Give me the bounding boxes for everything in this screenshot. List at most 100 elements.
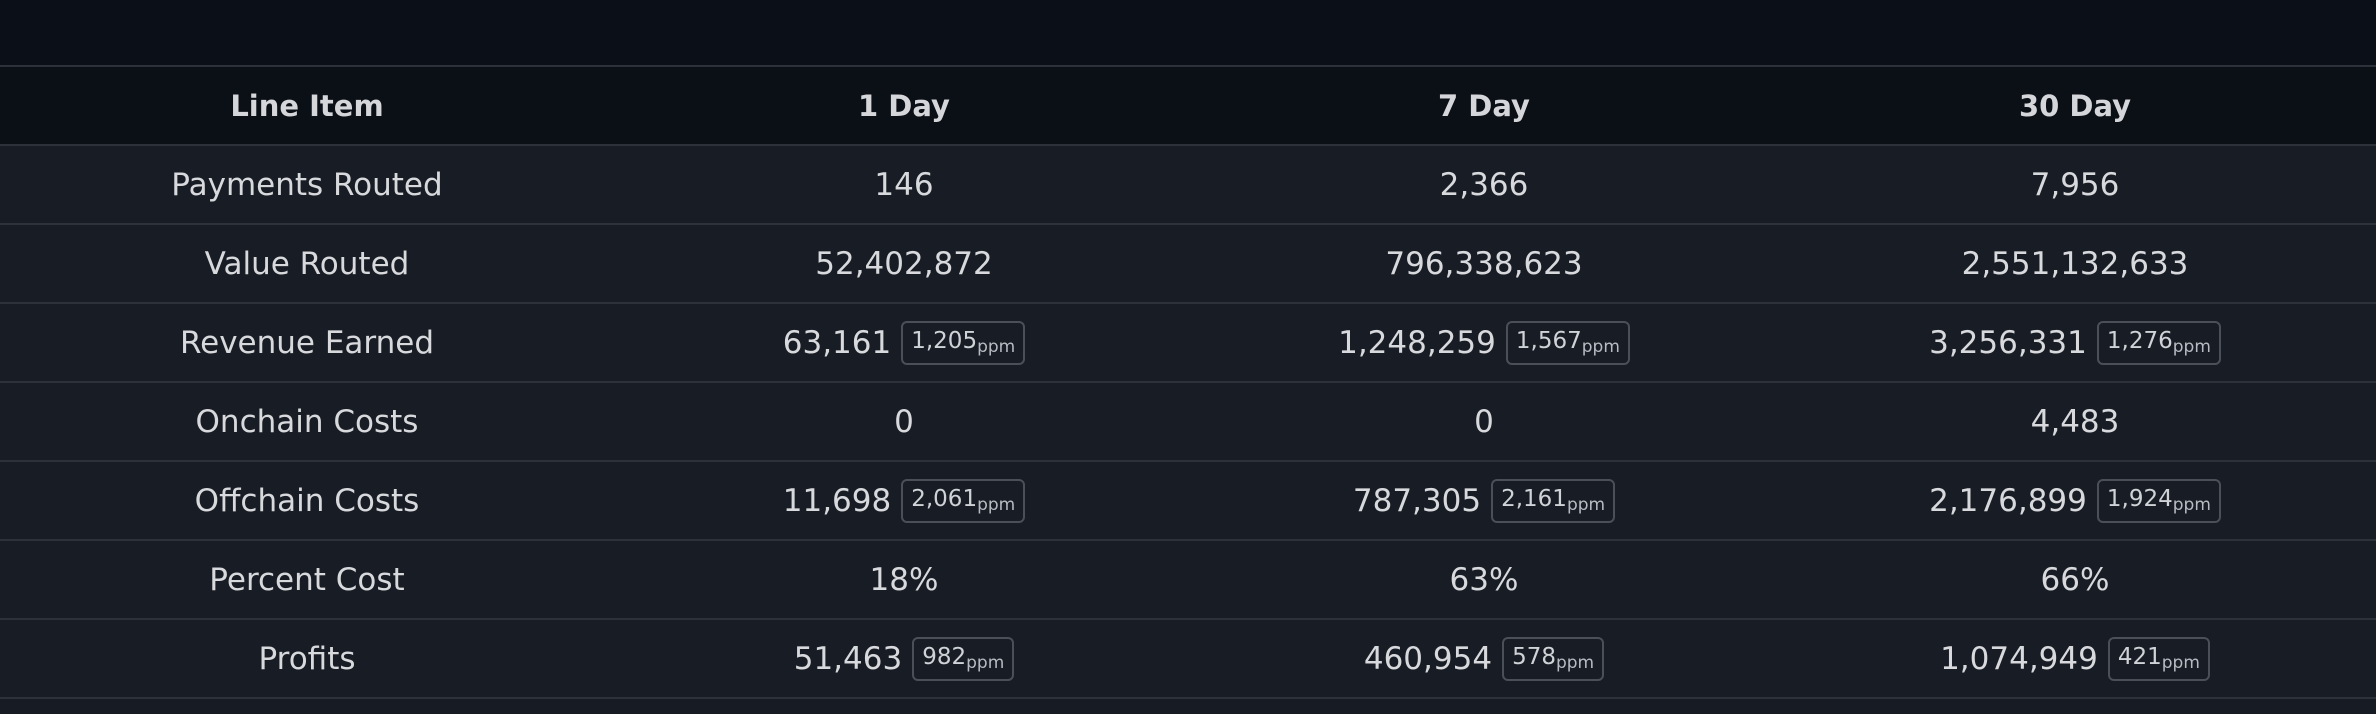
ppm-value: 1,567 xyxy=(1515,327,1582,354)
cell-value: 18% xyxy=(869,561,939,598)
cell-7-day: 796,338,623 xyxy=(1194,224,1774,304)
cell-value: 1,248,259 xyxy=(1338,324,1496,361)
row-label: Payments Routed xyxy=(0,145,614,225)
routing-summary-table: Line Item 1 Day 7 Day 30 Day Payments Ro… xyxy=(0,65,2376,699)
cell-content: 1,248,259 1,567 ppm xyxy=(1338,320,1630,365)
cell-30-day: 7,956 xyxy=(1774,145,2376,225)
cell-value: 146 xyxy=(874,166,934,203)
row-label: Profits xyxy=(0,619,614,699)
ppm-unit-label: ppm xyxy=(2161,652,2200,673)
table-row: Profits 51,463 982 ppm 460,954 578 ppm 1,074,94… xyxy=(0,619,2376,699)
column-header-line-item: Line Item xyxy=(0,65,614,146)
cell-content: 2,551,132,633 xyxy=(1962,246,2189,282)
cell-30-day: 66% xyxy=(1774,540,2376,620)
ppm-badge: 2,061 ppm xyxy=(901,478,1026,523)
ppm-badge: 578 ppm xyxy=(1502,636,1605,681)
ppm-badge: 1,924 ppm xyxy=(2096,478,2221,523)
cell-30-day: 4,483 xyxy=(1774,382,2376,462)
cell-content: 4,483 xyxy=(2031,404,2120,440)
cell-7-day: 460,954 578 ppm xyxy=(1194,619,1774,699)
cell-content: 7,956 xyxy=(2031,167,2120,203)
cell-content: 18% xyxy=(870,562,939,598)
ppm-badge: 2,161 ppm xyxy=(1491,478,1616,523)
cell-1-day: 11,698 2,061 ppm xyxy=(614,461,1194,541)
cell-content: 460,954 578 ppm xyxy=(1363,636,1605,681)
cell-7-day: 63% xyxy=(1194,540,1774,620)
table-row: Value Routed 52,402,872 796,338,623 2,551,1… xyxy=(0,224,2376,304)
ppm-badge: 421 ppm xyxy=(2107,636,2210,681)
cell-value: 7,956 xyxy=(2030,166,2120,203)
cell-content: 63% xyxy=(1450,562,1519,598)
cell-value: 51,463 xyxy=(793,640,903,677)
row-label: Value Routed xyxy=(0,224,614,304)
ppm-value: 982 xyxy=(922,643,967,670)
ppm-badge: 1,205 ppm xyxy=(901,320,1026,365)
cell-value: 2,551,132,633 xyxy=(1961,245,2189,282)
cell-value: 11,698 xyxy=(782,482,892,519)
ppm-value: 2,061 xyxy=(911,485,978,512)
table-row: Revenue Earned 63,161 1,205 ppm 1,248,259 1,5… xyxy=(0,303,2376,383)
ppm-unit-label: ppm xyxy=(2172,336,2211,357)
cell-1-day: 18% xyxy=(614,540,1194,620)
cell-content: 796,338,623 xyxy=(1385,246,1582,282)
cell-content: 2,176,899 1,924 ppm xyxy=(1929,478,2221,523)
ppm-value: 1,276 xyxy=(2106,327,2173,354)
ppm-unit-label: ppm xyxy=(1581,336,1620,357)
row-label: Percent Cost xyxy=(0,540,614,620)
ppm-value: 2,161 xyxy=(1501,485,1567,512)
cell-content: 3,256,331 1,276 ppm xyxy=(1929,320,2221,365)
cell-content: 51,463 982 ppm xyxy=(793,636,1015,681)
row-label: Revenue Earned xyxy=(0,303,614,383)
cell-value: 1,074,949 xyxy=(1940,640,2098,677)
cell-value: 3,256,331 xyxy=(1929,324,2087,361)
table-row: Percent Cost 18% 63% 66% xyxy=(0,540,2376,620)
top-band xyxy=(0,0,2376,66)
cell-1-day: 0 xyxy=(614,382,1194,462)
cell-content: 0 xyxy=(894,404,914,440)
cell-content: 63,161 1,205 ppm xyxy=(782,320,1026,365)
ppm-unit-label: ppm xyxy=(1555,652,1595,673)
cell-content: 0 xyxy=(1474,404,1494,440)
cell-value: 52,402,872 xyxy=(815,245,993,282)
cell-30-day: 2,176,899 1,924 ppm xyxy=(1774,461,2376,541)
row-label: Offchain Costs xyxy=(0,461,614,541)
ppm-unit-label: ppm xyxy=(977,336,1016,357)
cell-7-day: 0 xyxy=(1194,382,1774,462)
ppm-badge: 982 ppm xyxy=(912,636,1015,681)
ppm-badge: 1,276 ppm xyxy=(2096,320,2221,365)
cell-value: 0 xyxy=(1474,403,1494,440)
cell-content: 2,366 xyxy=(1440,167,1529,203)
cell-30-day: 3,256,331 1,276 ppm xyxy=(1774,303,2376,383)
column-header-30-day: 30 Day xyxy=(1774,65,2376,146)
cell-1-day: 51,463 982 ppm xyxy=(614,619,1194,699)
cell-content: 787,305 2,161 ppm xyxy=(1353,478,1616,523)
ppm-unit-label: ppm xyxy=(977,494,1016,515)
cell-value: 2,366 xyxy=(1439,166,1529,203)
cell-7-day: 2,366 xyxy=(1194,145,1774,225)
table-row: Onchain Costs 0 0 4,483 xyxy=(0,382,2376,462)
cell-content: 146 xyxy=(874,167,933,203)
ppm-value: 578 xyxy=(1512,643,1556,670)
table-header-row: Line Item 1 Day 7 Day 30 Day xyxy=(0,65,2376,146)
cell-value: 460,954 xyxy=(1363,640,1493,677)
cell-content: 52,402,872 xyxy=(815,246,993,282)
cell-content: 66% xyxy=(2041,562,2110,598)
row-label: Onchain Costs xyxy=(0,382,614,462)
cell-value: 66% xyxy=(2040,561,2110,598)
ppm-unit-label: ppm xyxy=(966,652,1005,673)
cell-1-day: 52,402,872 xyxy=(614,224,1194,304)
cell-30-day: 1,074,949 421 ppm xyxy=(1774,619,2376,699)
cell-7-day: 1,248,259 1,567 ppm xyxy=(1194,303,1774,383)
cell-1-day: 63,161 1,205 ppm xyxy=(614,303,1194,383)
cell-content: 1,074,949 421 ppm xyxy=(1940,636,2210,681)
cell-value: 796,338,623 xyxy=(1385,245,1583,282)
ppm-value: 1,205 xyxy=(911,327,978,354)
ppm-unit-label: ppm xyxy=(1566,494,1606,515)
table-row: Payments Routed 146 2,366 7,956 xyxy=(0,145,2376,225)
ppm-value: 421 xyxy=(2117,643,2162,670)
cell-30-day: 2,551,132,633 xyxy=(1774,224,2376,304)
ppm-value: 1,924 xyxy=(2106,485,2173,512)
cell-value: 63,161 xyxy=(782,324,892,361)
table-row: Offchain Costs 11,698 2,061 ppm 787,305 2,161… xyxy=(0,461,2376,541)
